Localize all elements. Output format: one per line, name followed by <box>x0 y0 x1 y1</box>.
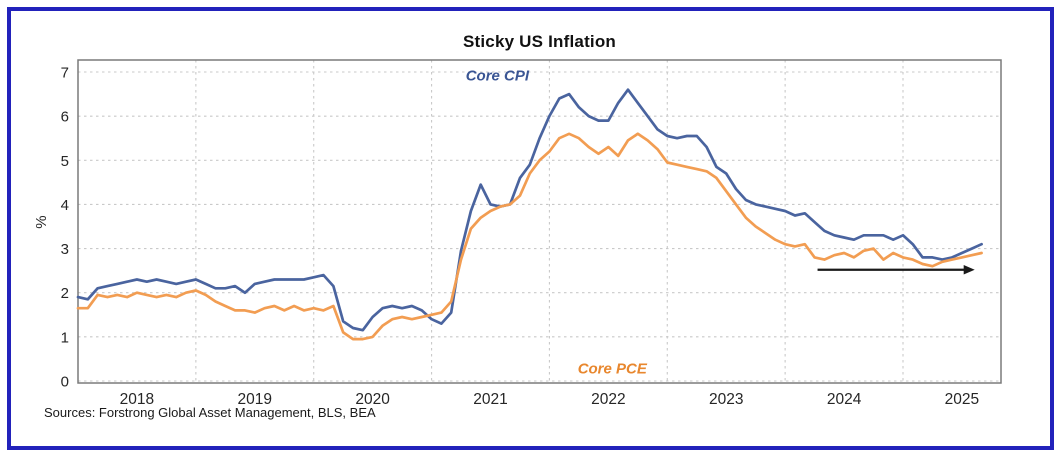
y-axis-title-text: % <box>33 215 50 228</box>
x-tick-label: 2021 <box>473 391 507 408</box>
x-tick-label: 2025 <box>945 391 979 408</box>
core-pce-line <box>76 132 983 341</box>
trend-arrow-head <box>963 264 975 275</box>
y-tick-label: 1 <box>61 329 69 346</box>
plot-border <box>77 59 1002 384</box>
y-tick-label: 7 <box>61 65 69 82</box>
legend-core-pce-label: Core PCE <box>577 360 647 378</box>
plot-area-border <box>77 59 1002 384</box>
core-cpi-line <box>76 88 983 332</box>
y-tick-label: 6 <box>61 109 69 126</box>
source-note: Sources: Forstrong Global Asset Manageme… <box>44 405 376 420</box>
x-tick-label: 2023 <box>709 391 743 408</box>
gridlines <box>78 60 1001 383</box>
x-axis-tick-labels: 2018 2019 2020 2021 2022 2023 2024 2025 <box>120 391 979 408</box>
x-tick-label: 2024 <box>827 391 862 408</box>
x-tick-label: 2022 <box>591 391 625 408</box>
chart-title: Sticky US Inflation <box>462 32 617 51</box>
y-tick-label: 0 <box>61 374 69 391</box>
series-lines <box>76 88 983 341</box>
y-tick-label: 3 <box>61 241 69 258</box>
y-tick-label: 5 <box>61 153 69 170</box>
x-tick-label: 2020 <box>355 391 390 408</box>
y-tick-label: 4 <box>61 197 69 214</box>
legend-core-cpi-label: Core CPI <box>465 67 530 85</box>
x-tick-label: 2018 <box>120 391 154 408</box>
y-axis-tick-labels: 0 1 2 3 4 5 6 7 <box>61 65 69 391</box>
trend-arrow <box>817 264 975 275</box>
y-tick-label: 2 <box>61 285 69 302</box>
x-tick-label: 2019 <box>238 391 272 408</box>
y-axis-title: % <box>33 215 50 228</box>
